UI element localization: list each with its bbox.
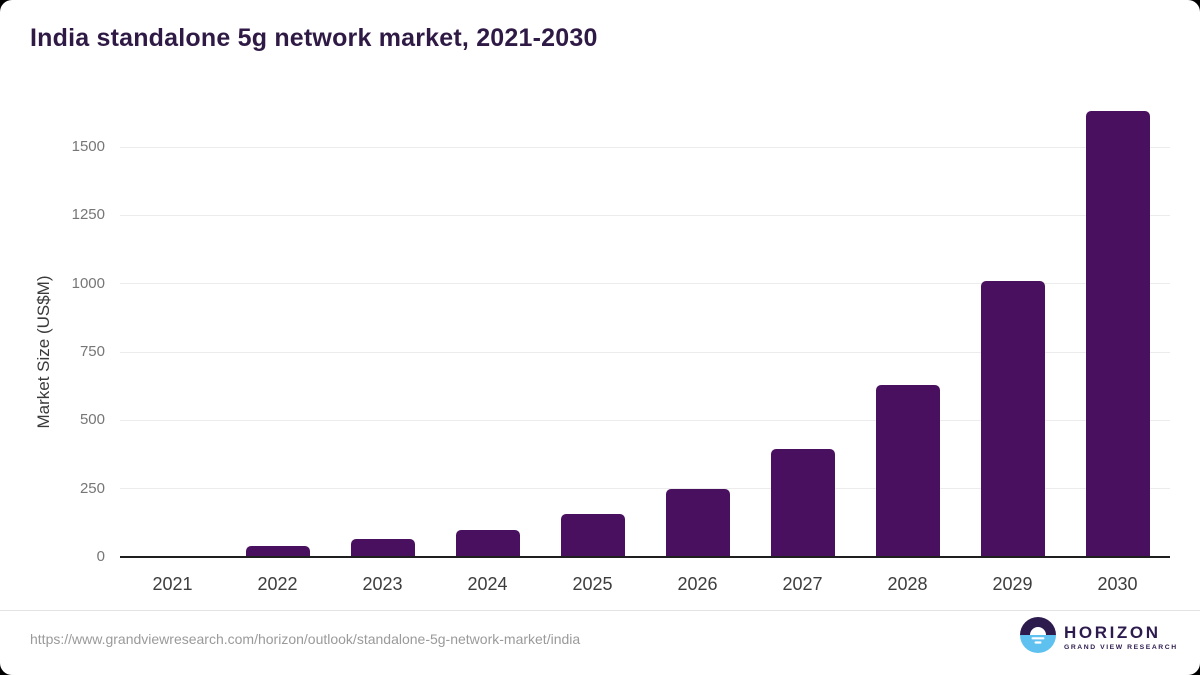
gridline-500 <box>120 419 1170 421</box>
x-tick-label-2029: 2029 <box>992 574 1033 594</box>
horizon-sunset-icon <box>1020 617 1056 658</box>
bar-2027 <box>770 448 835 557</box>
bar-2028 <box>875 384 940 557</box>
y-tick-label-1250: 1250 <box>71 206 105 224</box>
y-axis-title: Market Size (US$M) <box>34 275 53 429</box>
gridline-1500 <box>120 146 1170 148</box>
gridline-1250 <box>120 214 1170 216</box>
x-tick-label-2024: 2024 <box>467 574 508 594</box>
y-tick-label-1500: 1500 <box>71 138 105 155</box>
gridline-1000 <box>120 283 1170 285</box>
x-tick-label-2025: 2025 <box>572 574 613 594</box>
source-url: https://www.grandviewresearch.com/horizo… <box>30 631 581 647</box>
x-axis-line <box>120 556 1170 558</box>
x-tick-label-2027: 2027 <box>782 574 823 594</box>
plot-area <box>120 111 1170 557</box>
page-title: India standalone 5g network market, 2021… <box>30 24 598 52</box>
x-tick-label-2026: 2026 <box>677 574 718 594</box>
bar-2023 <box>350 539 415 557</box>
bar-2022 <box>245 546 310 557</box>
footer-divider <box>0 610 1200 611</box>
bar-2030 <box>1085 111 1150 557</box>
x-tick-label-2028: 2028 <box>887 574 928 594</box>
bar-2024 <box>455 529 520 557</box>
logo-title: HORIZON <box>1064 623 1161 642</box>
y-tick-label-250: 250 <box>79 479 105 497</box>
logo-subtitle: GRAND VIEW RESEARCH <box>1064 644 1178 651</box>
logo-text-block: HORIZON GRAND VIEW RESEARCH <box>1064 623 1178 652</box>
horizon-logo: HORIZON GRAND VIEW RESEARCH <box>1020 617 1178 658</box>
x-tick-label-2030: 2030 <box>1097 574 1138 594</box>
gridline-750 <box>120 351 1170 353</box>
gridline-250 <box>120 488 1170 490</box>
bar-2026 <box>665 488 730 557</box>
x-tick-label-2023: 2023 <box>362 574 403 594</box>
y-tick-label-0: 0 <box>96 548 105 565</box>
x-tick-label-2021: 2021 <box>152 574 193 594</box>
bar-2029 <box>980 280 1045 557</box>
bar-2025 <box>560 513 625 557</box>
x-tick-label-2022: 2022 <box>257 574 298 594</box>
